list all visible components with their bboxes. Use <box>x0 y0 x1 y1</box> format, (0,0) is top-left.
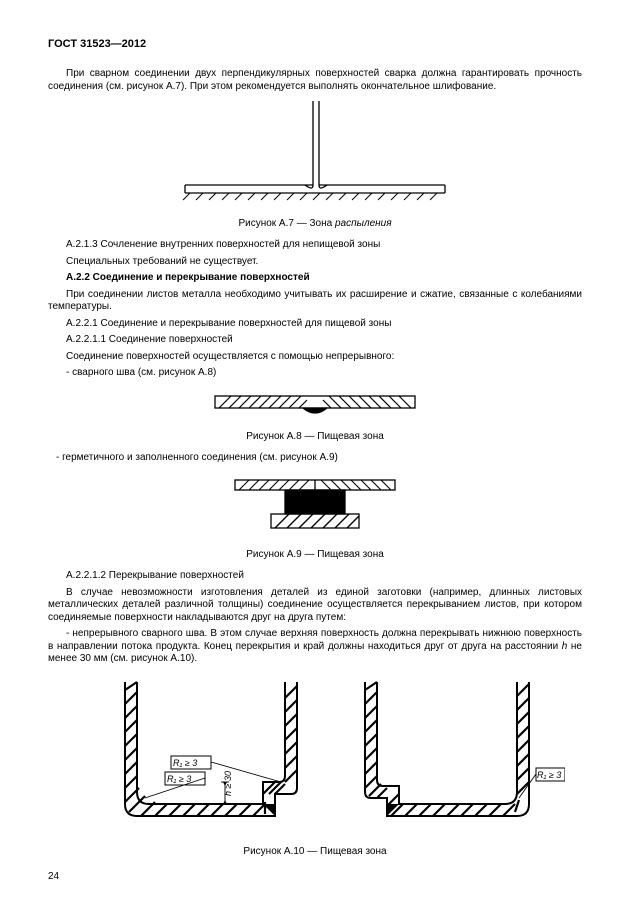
figure-a8-svg <box>205 388 425 424</box>
figure-a10-caption: Рисунок А.10 — Пищевая зона <box>48 846 582 857</box>
para-a2211-item2: - герметичного и заполненного соединения… <box>56 452 582 465</box>
para-a2212: А.2.2.1.2 Перекрывание поверхностей <box>48 570 582 583</box>
figure-a8-caption: Рисунок А.8 — Пищевая зона <box>48 431 582 442</box>
para-intro: При сварном соединении двух перпендикуля… <box>48 68 582 93</box>
figure-a7-caption-italic: распыления <box>335 218 392 229</box>
figure-a10: R₁ ≥ 3 R₁ ≥ 3 h ≥ 30 R₁ ≥ 3 <box>48 674 582 842</box>
figure-a7-caption-label: Рисунок А.7 — Зона <box>238 218 335 229</box>
figure-a9-svg <box>215 472 415 542</box>
para-a213-text: Специальных требований не существует. <box>48 256 582 269</box>
para-a2212-item: - непрерывного сварного шва. В этом случ… <box>48 628 582 666</box>
figure-a8 <box>48 388 582 427</box>
figure-a9 <box>48 472 582 545</box>
para-a22-heading: А.2.2 Соединение и перекрывание поверхно… <box>48 272 582 285</box>
para-a221: А.2.2.1 Соединение и перекрывание поверх… <box>48 318 582 331</box>
page-number: 24 <box>48 871 582 882</box>
figure-a7-caption: Рисунок А.7 — Зона распыления <box>48 218 582 229</box>
para-a2211-text: Соединение поверхностей осуществляется с… <box>48 351 582 364</box>
figure-a10-svg: R₁ ≥ 3 R₁ ≥ 3 h ≥ 30 R₁ ≥ 3 <box>65 674 565 839</box>
figure-a7 <box>48 101 582 214</box>
label-r1-c: R₁ ≥ 3 <box>537 770 561 780</box>
standard-header: ГОСТ 31523—2012 <box>48 38 582 50</box>
label-h: h ≥ 30 <box>223 771 233 796</box>
label-r1-b: R₁ ≥ 3 <box>167 774 191 784</box>
figure-a9-caption: Рисунок А.9 — Пищевая зона <box>48 549 582 560</box>
para-a2212-text: В случае невозможности изготовления дета… <box>48 587 582 625</box>
figure-a7-svg <box>155 101 475 211</box>
para-a22-text: При соединении листов металла необходимо… <box>48 289 582 314</box>
para-a213: А.2.1.3 Сочленение внутренних поверхност… <box>48 239 582 252</box>
label-r1-a: R₁ ≥ 3 <box>173 758 197 768</box>
para-a2212-item-head: - непрерывного сварного шва. В этом случ… <box>48 628 582 652</box>
para-a2211: А.2.2.1.1 Соединение поверхностей <box>48 334 582 347</box>
para-a2211-item1: - сварного шва (см. рисунок А.8) <box>48 367 582 380</box>
